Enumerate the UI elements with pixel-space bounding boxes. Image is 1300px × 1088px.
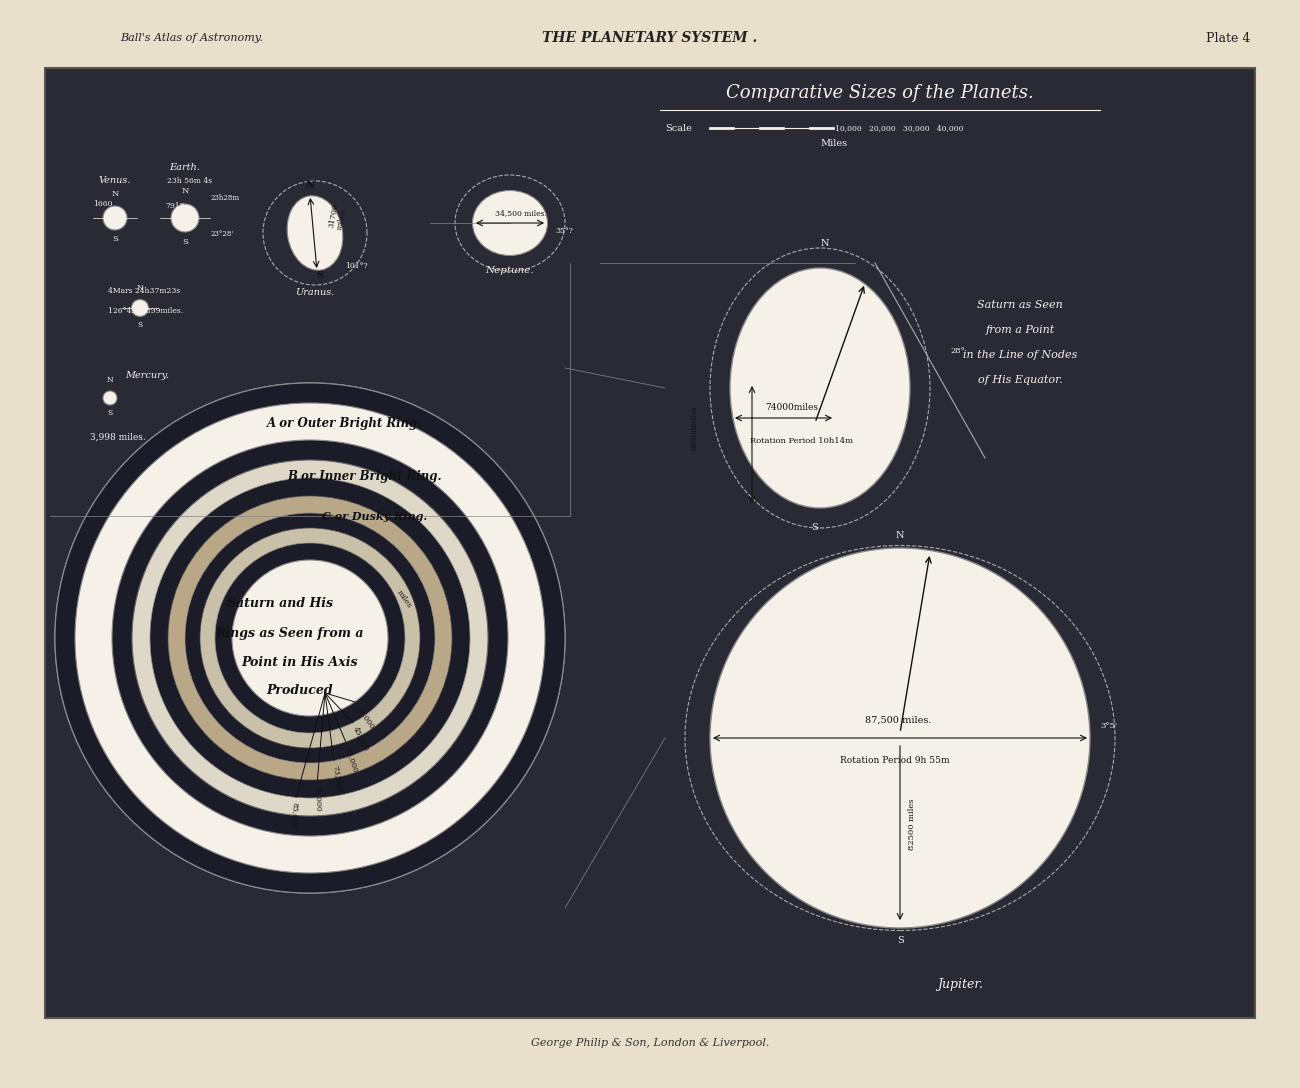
Circle shape: [168, 496, 452, 780]
Text: S: S: [811, 523, 819, 532]
Text: 28°: 28°: [950, 347, 965, 355]
Text: Mercury.: Mercury.: [125, 371, 169, 380]
Circle shape: [200, 528, 420, 749]
Circle shape: [185, 514, 436, 763]
Text: S: S: [316, 271, 324, 280]
Text: 35°?: 35°?: [555, 227, 573, 235]
Text: N: N: [820, 239, 829, 248]
Text: Comparative Sizes of the Planets.: Comparative Sizes of the Planets.: [727, 84, 1034, 102]
Text: N: N: [181, 187, 188, 195]
Ellipse shape: [731, 268, 910, 508]
Circle shape: [103, 206, 127, 230]
Text: Plate 4: Plate 4: [1205, 32, 1251, 45]
Text: Produced: Produced: [266, 683, 333, 696]
Text: from a Point: from a Point: [985, 325, 1054, 335]
Text: Earth.: Earth.: [169, 163, 200, 172]
Text: C or Dusky Ring.: C or Dusky Ring.: [322, 510, 428, 521]
Circle shape: [103, 391, 117, 405]
Text: George Philip & Son, London & Liverpool.: George Philip & Son, London & Liverpool.: [530, 1038, 770, 1048]
Text: 45,000: 45,000: [352, 726, 370, 753]
Text: miles: miles: [395, 589, 413, 610]
Text: 82500 miles: 82500 miles: [907, 799, 916, 850]
Ellipse shape: [472, 190, 547, 256]
Text: 31700
miles.: 31700 miles.: [328, 202, 348, 230]
Circle shape: [150, 478, 471, 798]
Text: N: N: [306, 181, 315, 190]
Circle shape: [131, 299, 148, 317]
Text: 23h 56m 4s: 23h 56m 4s: [168, 177, 213, 185]
Text: 87,500 miles.: 87,500 miles.: [864, 716, 932, 725]
Circle shape: [231, 560, 387, 716]
Text: 74000miles.: 74000miles.: [764, 403, 820, 412]
Text: Saturn as Seen: Saturn as Seen: [978, 300, 1063, 310]
FancyBboxPatch shape: [46, 69, 1254, 1018]
Circle shape: [133, 460, 488, 816]
Text: 23°28': 23°28': [211, 230, 233, 238]
Text: 37,000: 37,000: [355, 704, 376, 730]
Text: 75,000: 75,000: [313, 784, 324, 812]
Text: of His Equator.: of His Equator.: [978, 375, 1062, 385]
Text: Point in His Axis: Point in His Axis: [242, 656, 359, 669]
Text: A or Outer Bright Ring.: A or Outer Bright Ring.: [268, 417, 422, 430]
Text: Rotation Period 9h 55m: Rotation Period 9h 55m: [840, 756, 949, 765]
Text: Ball's Atlas of Astronomy.: Ball's Atlas of Astronomy.: [120, 33, 263, 44]
Text: N: N: [136, 284, 143, 292]
Circle shape: [710, 548, 1089, 928]
Text: 85,000: 85,000: [290, 802, 299, 829]
Text: 23h28m: 23h28m: [211, 194, 239, 202]
Text: N: N: [896, 531, 905, 540]
Text: N: N: [112, 190, 118, 198]
Text: Saturn and His: Saturn and His: [227, 596, 333, 609]
Text: 34,500 miles.: 34,500 miles.: [495, 209, 547, 217]
Text: S: S: [182, 238, 188, 246]
Text: 7918: 7918: [165, 202, 185, 210]
Text: Scale: Scale: [666, 124, 692, 133]
Text: Rotation Period 10h14m: Rotation Period 10h14m: [750, 437, 853, 445]
Text: Jupiter.: Jupiter.: [937, 978, 983, 991]
Text: S: S: [112, 235, 118, 243]
Text: Uranus.: Uranus.: [295, 288, 334, 297]
Circle shape: [75, 403, 545, 873]
Text: 10,000   20,000   30,000   40,000: 10,000 20,000 30,000 40,000: [835, 124, 963, 132]
Text: Neptune.: Neptune.: [486, 265, 534, 275]
Text: in the Line of Nodes: in the Line of Nodes: [963, 350, 1078, 360]
Text: N: N: [107, 376, 113, 384]
Text: 3°5': 3°5': [1100, 722, 1117, 730]
Text: 1660: 1660: [94, 200, 113, 208]
Circle shape: [112, 440, 508, 836]
Text: 4Mars 24h37m23s: 4Mars 24h37m23s: [108, 287, 181, 295]
Circle shape: [214, 543, 406, 733]
Ellipse shape: [287, 196, 343, 270]
Text: 68000miles: 68000miles: [690, 406, 698, 450]
Text: THE PLANETARY SYSTEM .: THE PLANETARY SYSTEM .: [542, 30, 758, 45]
Text: 101°?: 101°?: [344, 262, 368, 270]
Text: Rings as Seen from a: Rings as Seen from a: [216, 627, 364, 640]
Text: 126°42  4899miles.: 126°42 4899miles.: [108, 307, 183, 316]
Circle shape: [172, 205, 199, 232]
Text: S: S: [138, 321, 143, 329]
Text: Venus.: Venus.: [99, 176, 131, 185]
Text: 53,000: 53,000: [343, 745, 360, 774]
Text: Miles: Miles: [820, 138, 848, 148]
Text: 3,998 miles.: 3,998 miles.: [90, 433, 146, 442]
Circle shape: [55, 383, 566, 893]
Text: B or Inner Bright Ring.: B or Inner Bright Ring.: [287, 470, 442, 482]
Text: S: S: [108, 409, 113, 417]
Text: 73,000: 73,000: [332, 765, 344, 793]
Text: S: S: [897, 936, 903, 945]
